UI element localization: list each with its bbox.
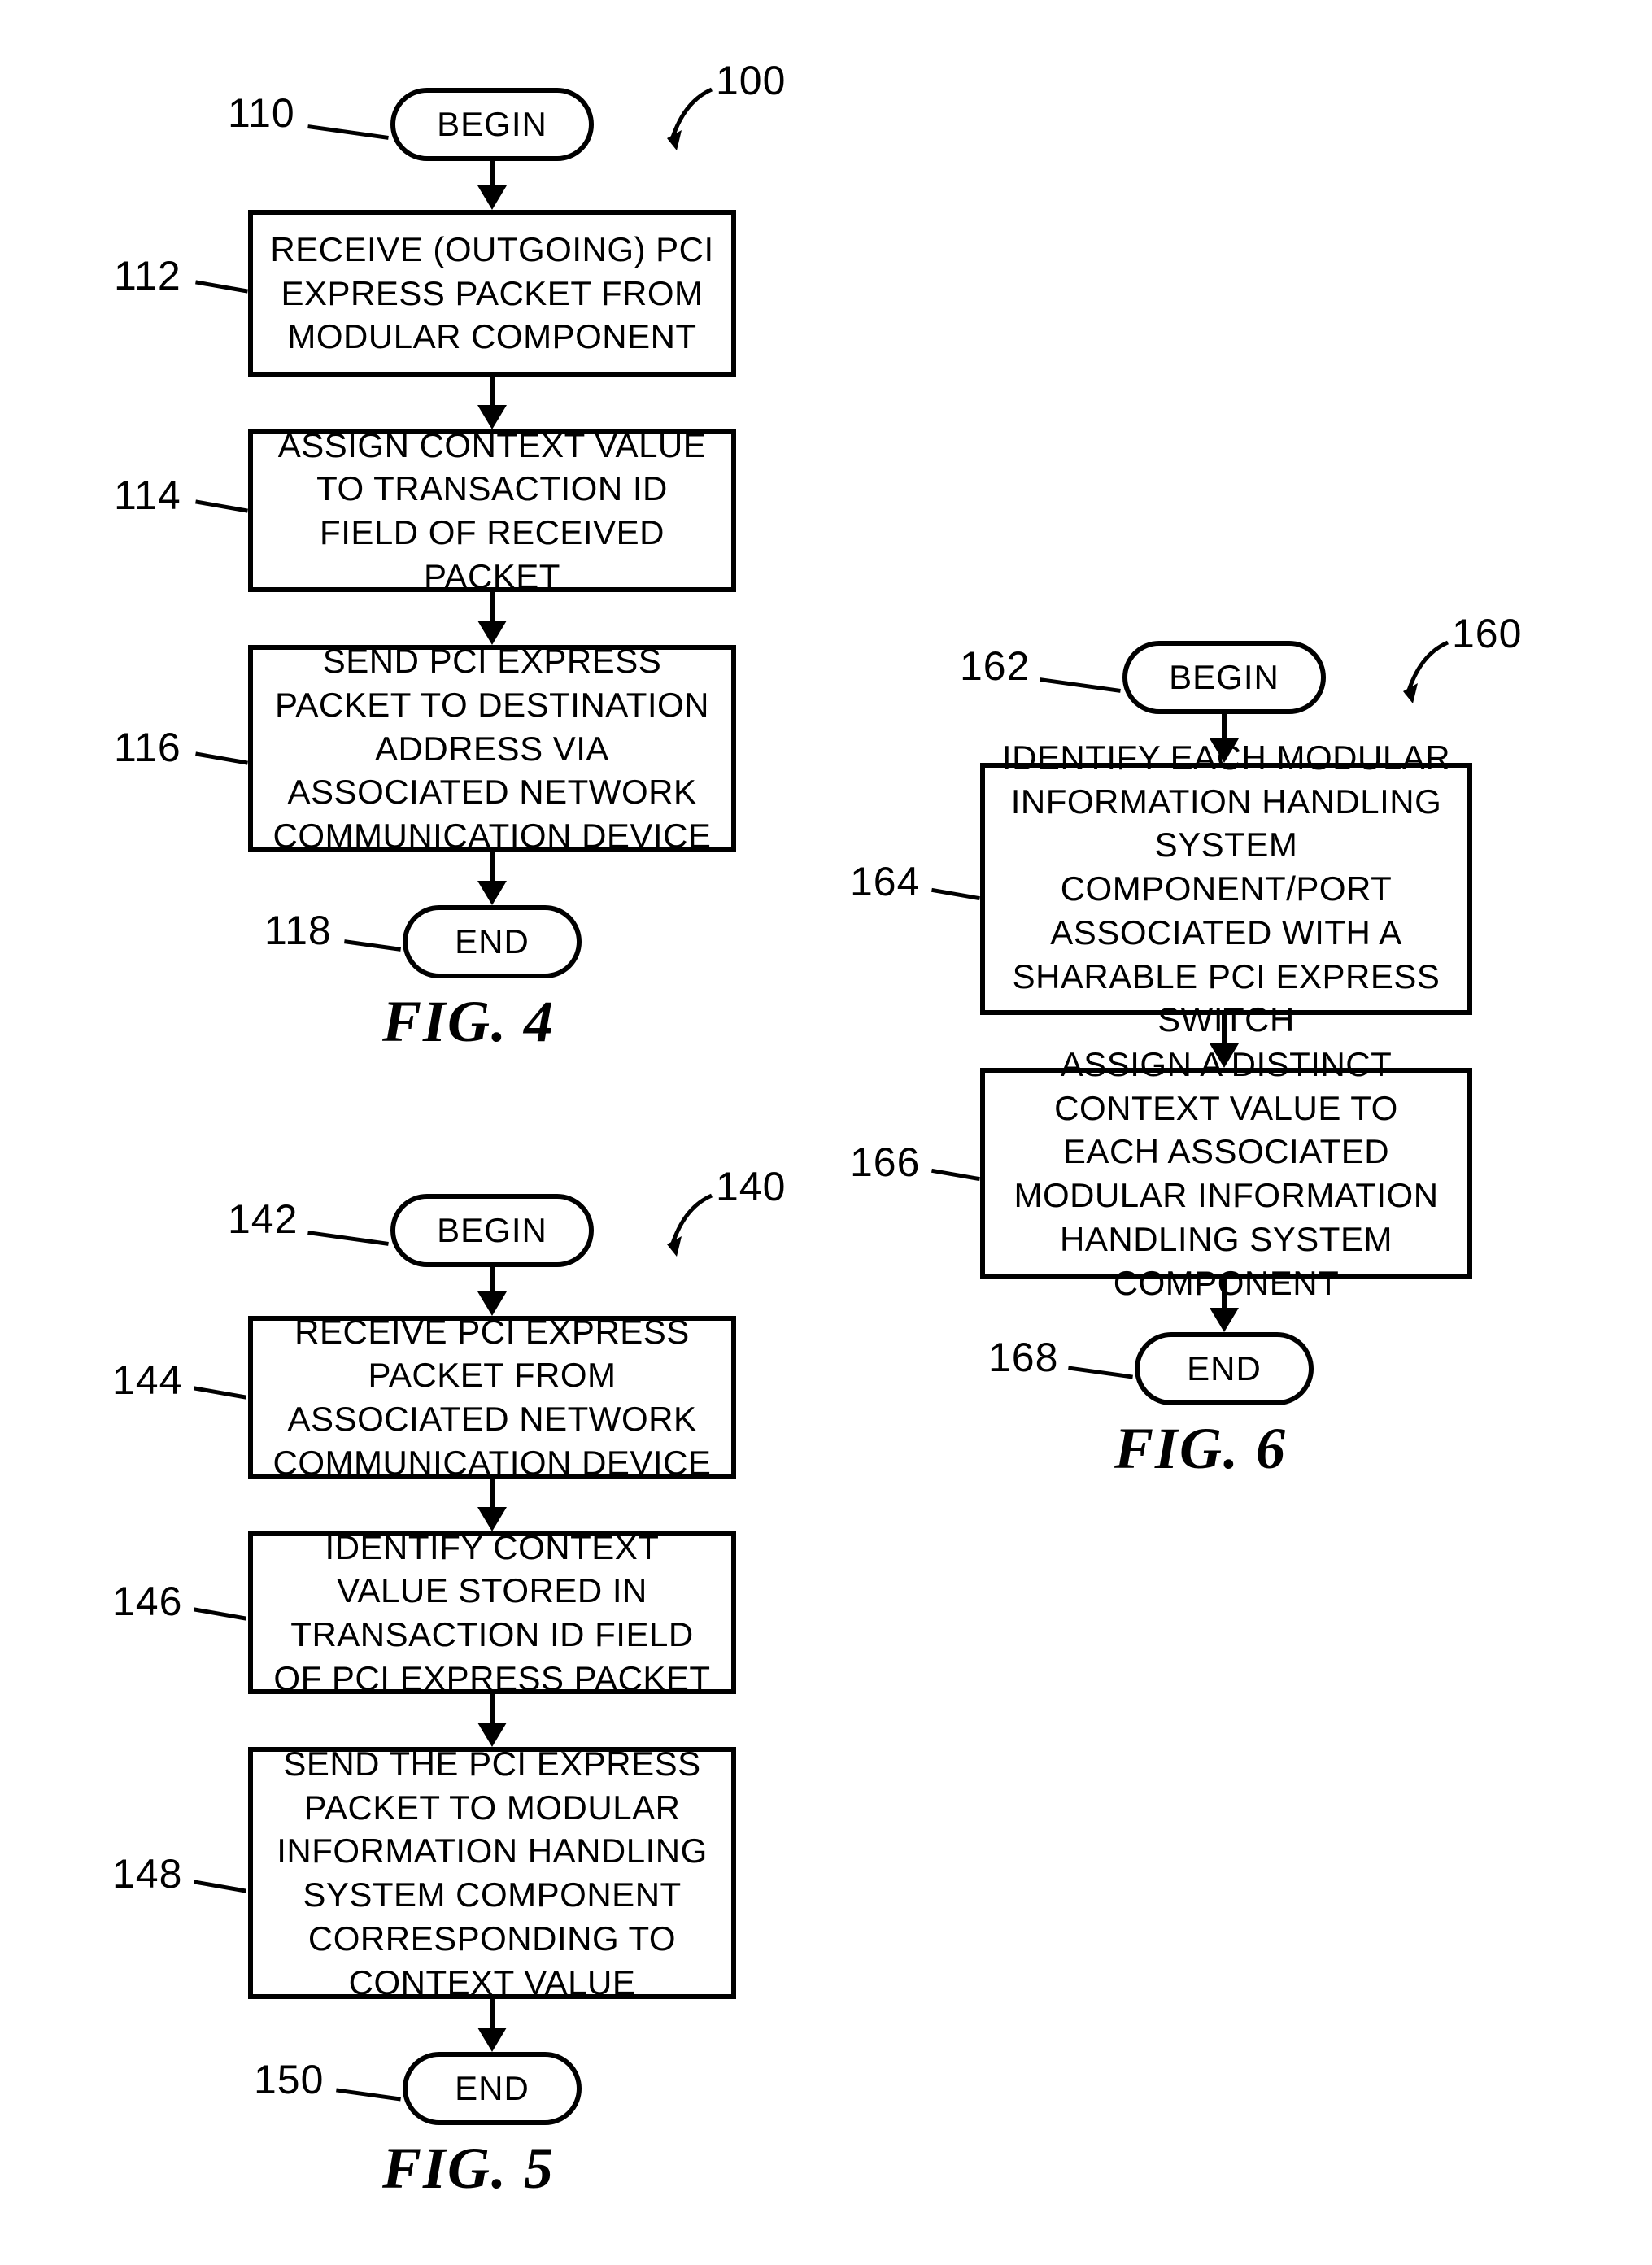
- fig6-ref-step1: 164: [850, 858, 920, 905]
- fig5-ref-main: 140: [716, 1163, 786, 1210]
- fig6-end: END: [1135, 1332, 1314, 1405]
- fig5-step2-text: IDENTIFY CONTEXT VALUE STORED IN TRANSAC…: [269, 1526, 715, 1701]
- fig5-ref-end: 150: [254, 2056, 324, 2103]
- fig6-ref-begin: 162: [960, 642, 1030, 690]
- fig4-caption: FIG. 4: [382, 988, 555, 1056]
- fig5-ref-step3: 148: [112, 1850, 182, 1897]
- fig4-arrow-4: [490, 852, 495, 885]
- fig6-ref-step2: 166: [850, 1139, 920, 1186]
- fig5-ref-begin: 142: [228, 1196, 298, 1243]
- fig4-step3: SEND PCI EXPRESS PACKET TO DESTINATION A…: [248, 645, 736, 852]
- fig5-end: END: [403, 2052, 582, 2125]
- fig6-ref-main-leader: [1403, 638, 1452, 703]
- fig4-ref-main-leader: [667, 85, 716, 150]
- fig4-ref-step2-leader: [195, 499, 248, 512]
- fig6-ref-step2-leader: [931, 1169, 980, 1181]
- fig4-step2-text: ASSIGN CONTEXT VALUE TO TRANSACTION ID F…: [269, 424, 715, 599]
- fig6-step1-text: IDENTIFY EACH MODULAR INFORMATION HANDLI…: [1001, 736, 1451, 1042]
- fig5-ref-begin-leader: [307, 1231, 389, 1246]
- fig4-end-text: END: [455, 922, 530, 961]
- fig5-caption: FIG. 5: [382, 2135, 555, 2202]
- fig6-step2: ASSIGN A DISTINCT CONTEXT VALUE TO EACH …: [980, 1068, 1472, 1279]
- fig6-ref-end-leader: [1068, 1366, 1133, 1379]
- fig4-ref-end-leader: [344, 939, 401, 952]
- fig5-ref-step1: 144: [112, 1357, 182, 1404]
- fig4-step3-text: SEND PCI EXPRESS PACKET TO DESTINATION A…: [269, 639, 715, 858]
- fig4-ref-step3-leader: [195, 751, 248, 764]
- fig5-step1: RECEIVE PCI EXPRESS PACKET FROM ASSOCIAT…: [248, 1316, 736, 1479]
- fig5-arrow-4: [490, 1999, 495, 2032]
- fig4-arrow-3: [490, 592, 495, 625]
- fig6-ref-step1-leader: [931, 888, 980, 900]
- fig6-end-text: END: [1187, 1349, 1262, 1388]
- fig5-arrow-4-head: [477, 2028, 507, 2052]
- fig6-begin-text: BEGIN: [1169, 658, 1279, 697]
- fig5-step1-text: RECEIVE PCI EXPRESS PACKET FROM ASSOCIAT…: [269, 1310, 715, 1485]
- fig5-end-text: END: [455, 2069, 530, 2108]
- fig5-ref-end-leader: [336, 2088, 401, 2101]
- fig4-arrow-1-head: [477, 185, 507, 210]
- fig4-step1: RECEIVE (OUTGOING) PCI EXPRESS PACKET FR…: [248, 210, 736, 377]
- fig5-arrow-2: [490, 1479, 495, 1511]
- fig4-ref-begin-leader: [307, 124, 389, 140]
- fig5-ref-step2-leader: [194, 1607, 246, 1620]
- fig4-arrow-2: [490, 377, 495, 409]
- fig4-end: END: [403, 905, 582, 978]
- fig4-ref-step3: 116: [114, 724, 181, 771]
- fig5-step3-text: SEND THE PCI EXPRESS PACKET TO MODULAR I…: [269, 1742, 715, 2005]
- fig4-begin: BEGIN: [390, 88, 594, 161]
- fig6-ref-end: 168: [988, 1334, 1058, 1381]
- fig5-arrow-3: [490, 1694, 495, 1727]
- fig4-ref-step1: 112: [114, 252, 181, 299]
- fig4-arrow-4-head: [477, 881, 507, 905]
- fig4-ref-step2: 114: [114, 472, 181, 519]
- fig5-begin-text: BEGIN: [437, 1211, 547, 1250]
- diagram-canvas: 100 110 BEGIN 112 RECEIVE (OUTGOING) PCI…: [0, 0, 1652, 2265]
- fig4-ref-step1-leader: [195, 280, 248, 293]
- fig4-ref-end: 118: [264, 907, 332, 954]
- fig5-ref-step1-leader: [194, 1386, 246, 1399]
- fig4-ref-begin: 110: [228, 89, 295, 137]
- fig5-begin: BEGIN: [390, 1194, 594, 1267]
- fig5-step2: IDENTIFY CONTEXT VALUE STORED IN TRANSAC…: [248, 1531, 736, 1694]
- fig6-begin: BEGIN: [1122, 641, 1326, 714]
- fig5-step3: SEND THE PCI EXPRESS PACKET TO MODULAR I…: [248, 1747, 736, 1999]
- fig6-ref-begin-leader: [1040, 677, 1121, 693]
- fig6-arrow-3: [1222, 1279, 1227, 1312]
- fig6-arrow-3-head: [1210, 1308, 1239, 1332]
- fig5-ref-step2: 146: [112, 1578, 182, 1625]
- fig5-ref-main-leader: [667, 1191, 716, 1257]
- fig6-step2-text: ASSIGN A DISTINCT CONTEXT VALUE TO EACH …: [1001, 1043, 1451, 1305]
- fig4-begin-text: BEGIN: [437, 105, 547, 144]
- fig6-caption: FIG. 6: [1114, 1415, 1287, 1483]
- fig4-step1-text: RECEIVE (OUTGOING) PCI EXPRESS PACKET FR…: [269, 228, 715, 359]
- fig6-step1: IDENTIFY EACH MODULAR INFORMATION HANDLI…: [980, 763, 1472, 1015]
- fig5-ref-step3-leader: [194, 1880, 246, 1893]
- fig4-ref-main: 100: [716, 57, 786, 104]
- fig6-ref-main: 160: [1452, 610, 1522, 657]
- fig4-step2: ASSIGN CONTEXT VALUE TO TRANSACTION ID F…: [248, 429, 736, 592]
